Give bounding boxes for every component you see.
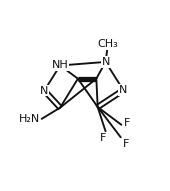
Text: N: N — [40, 86, 48, 96]
Text: CH₃: CH₃ — [98, 39, 118, 49]
Text: F: F — [123, 139, 130, 149]
Text: NH: NH — [52, 61, 69, 70]
Text: H₂N: H₂N — [18, 114, 40, 124]
Text: F: F — [100, 133, 106, 143]
Text: N: N — [119, 85, 128, 95]
Text: N: N — [101, 57, 110, 67]
Text: F: F — [124, 118, 130, 129]
